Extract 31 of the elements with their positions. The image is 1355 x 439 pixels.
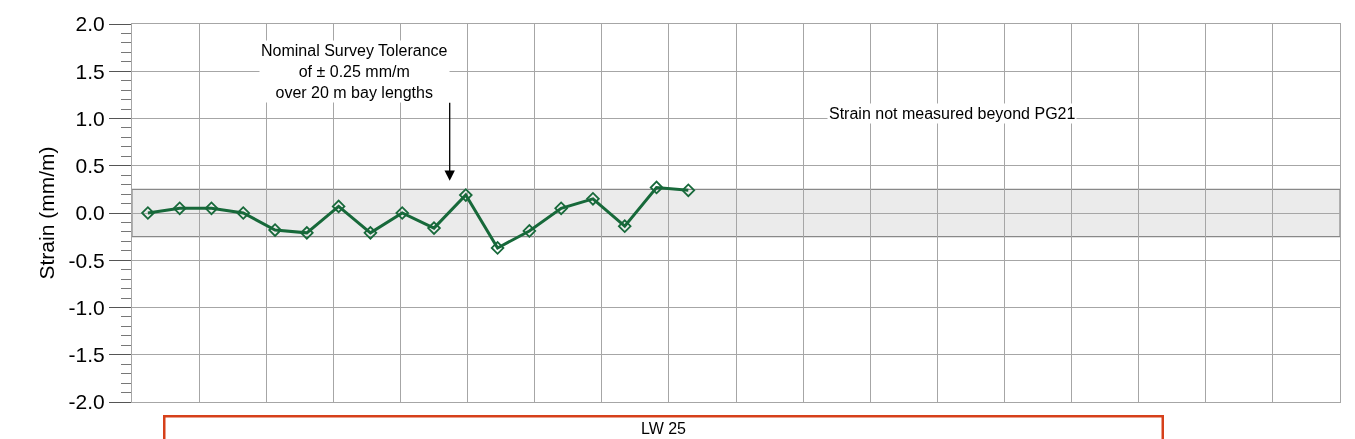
point xyxy=(427,221,441,235)
point xyxy=(300,226,314,240)
annotation: Strain not measured beyond PG21 xyxy=(829,105,1076,122)
point xyxy=(681,183,696,198)
point xyxy=(586,192,600,206)
point xyxy=(331,199,346,214)
y-tick-label: -1.5 xyxy=(68,343,105,367)
point xyxy=(268,223,282,237)
y-tick-label: 0.5 xyxy=(75,154,105,178)
point xyxy=(172,201,187,216)
y-tick-label: -0.5 xyxy=(68,248,105,272)
annotation: Nominal Survey Tolerance of ± 0.25 mm/m over 20 m bay lengths xyxy=(261,42,448,101)
point xyxy=(522,224,537,238)
point xyxy=(459,188,473,202)
point xyxy=(141,206,155,220)
point xyxy=(649,180,664,195)
point xyxy=(363,226,378,240)
point xyxy=(490,241,505,255)
y-axis-title: Strain (mm/m) xyxy=(34,146,58,280)
point xyxy=(554,201,568,216)
point xyxy=(395,206,409,220)
y-tick-label: 2.0 xyxy=(75,12,105,36)
y-tick-label: 1.0 xyxy=(75,106,105,130)
y-tick-label: -1.0 xyxy=(68,295,105,319)
y-tick-label: 0.0 xyxy=(75,201,105,225)
y-tick-label: 1.5 xyxy=(75,59,105,83)
text: LW 25 xyxy=(640,420,687,437)
point xyxy=(236,206,251,220)
point xyxy=(204,201,219,216)
point xyxy=(617,219,632,233)
y-tick-label: -2.0 xyxy=(68,390,105,414)
